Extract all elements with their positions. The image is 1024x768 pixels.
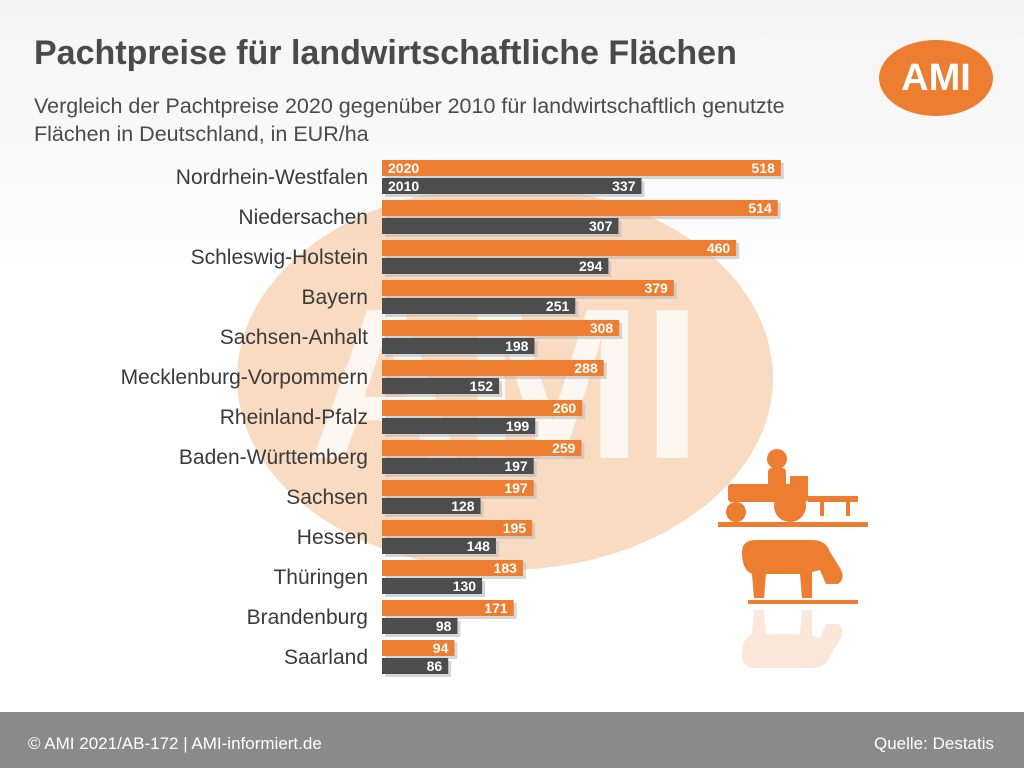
value-label: 518 [752, 160, 776, 176]
value-label: 307 [589, 218, 613, 234]
bars-group: Nordrhein-Westfalen 518 2020 337 2010 Nieders… [121, 160, 784, 677]
value-label: 260 [553, 400, 577, 416]
category-label: Schleswig-Holstein [191, 246, 368, 269]
bar-2010 [382, 418, 536, 434]
category-label: Sachsen-Anhalt [220, 326, 368, 349]
category-label: Baden-Württemberg [179, 446, 368, 469]
bar-2010 [382, 298, 576, 314]
bar-2010 [382, 218, 619, 234]
value-label: 128 [451, 498, 475, 514]
value-label: 288 [574, 360, 598, 376]
bar-2010 [382, 258, 609, 274]
cow-reflection [742, 610, 843, 668]
bar-2020 [382, 160, 781, 176]
category-label: Sachsen [286, 486, 368, 509]
bar-2020 [382, 320, 620, 336]
bar-2020 [382, 360, 604, 376]
category-label: Nordrhein-Westfalen [176, 166, 368, 189]
bar-2020 [382, 560, 523, 576]
bar-2010 [382, 338, 535, 354]
value-label: 294 [579, 258, 603, 274]
value-label: 259 [552, 440, 576, 456]
bar-2020 [382, 600, 514, 616]
bar-2020 [382, 440, 582, 456]
footer-copyright: © AMI 2021/AB-172 | AMI-informiert.de [28, 734, 322, 753]
category-label: Saarland [284, 646, 368, 669]
bar-2020 [382, 400, 583, 416]
bar-2020 [382, 520, 533, 536]
bar-2010 [382, 538, 496, 554]
value-label: 251 [546, 298, 570, 314]
bar-2010 [382, 658, 449, 674]
grazing-cow-icon [742, 540, 858, 604]
bar-2020 [382, 240, 737, 256]
footer-source: Quelle: Destatis [874, 734, 994, 753]
value-label: 198 [505, 338, 529, 354]
category-label: Brandenburg [247, 606, 368, 629]
ami-logo: AMI [879, 40, 993, 116]
value-label: 171 [484, 600, 508, 616]
bar-2010 [382, 378, 500, 394]
value-label: 308 [590, 320, 614, 336]
bar-2020 [382, 640, 455, 656]
series-label: 2020 [388, 160, 419, 176]
value-label: 148 [467, 538, 491, 554]
bar-2020 [382, 480, 534, 496]
bar-2010 [382, 618, 458, 634]
category-label: Niedersachen [238, 206, 368, 229]
value-label: 195 [503, 520, 527, 536]
value-label: 337 [612, 178, 636, 194]
value-label: 197 [504, 458, 528, 474]
value-label: 152 [470, 378, 494, 394]
bar-2020 [382, 200, 778, 216]
value-label: 197 [504, 480, 528, 496]
bar-2010 [382, 178, 642, 194]
value-label: 86 [427, 658, 443, 674]
value-label: 98 [436, 618, 452, 634]
bar-chart: Nordrhein-Westfalen 518 2020 337 2010 Nieders… [121, 160, 868, 677]
chart-subtitle: Vergleich der Pachtpreise 2020 gegenüber… [34, 94, 785, 146]
chart-title: Pachtpreise für landwirtschaftliche Fläc… [34, 34, 737, 72]
category-label: Rheinland-Pfalz [220, 406, 368, 429]
bar-2010 [382, 498, 481, 514]
category-label: Mecklenburg-Vorpommern [121, 366, 368, 389]
value-label: 460 [707, 240, 731, 256]
value-label: 94 [433, 640, 449, 656]
footer-bar: © AMI 2021/AB-172 | AMI-informiert.de Qu… [0, 712, 1024, 768]
tractor-farmer-icon [718, 449, 868, 527]
category-label: Bayern [301, 286, 368, 309]
value-label: 379 [644, 280, 668, 296]
value-label: 514 [748, 200, 772, 216]
value-label: 199 [506, 418, 530, 434]
value-label: 183 [494, 560, 518, 576]
bar-2010 [382, 578, 483, 594]
silhouettes-group [718, 449, 868, 668]
series-label: 2010 [388, 178, 419, 194]
bar-2020 [382, 280, 674, 296]
value-label: 130 [453, 578, 477, 594]
category-label: Thüringen [273, 566, 368, 589]
bar-2010 [382, 458, 534, 474]
category-label: Hessen [297, 526, 368, 549]
